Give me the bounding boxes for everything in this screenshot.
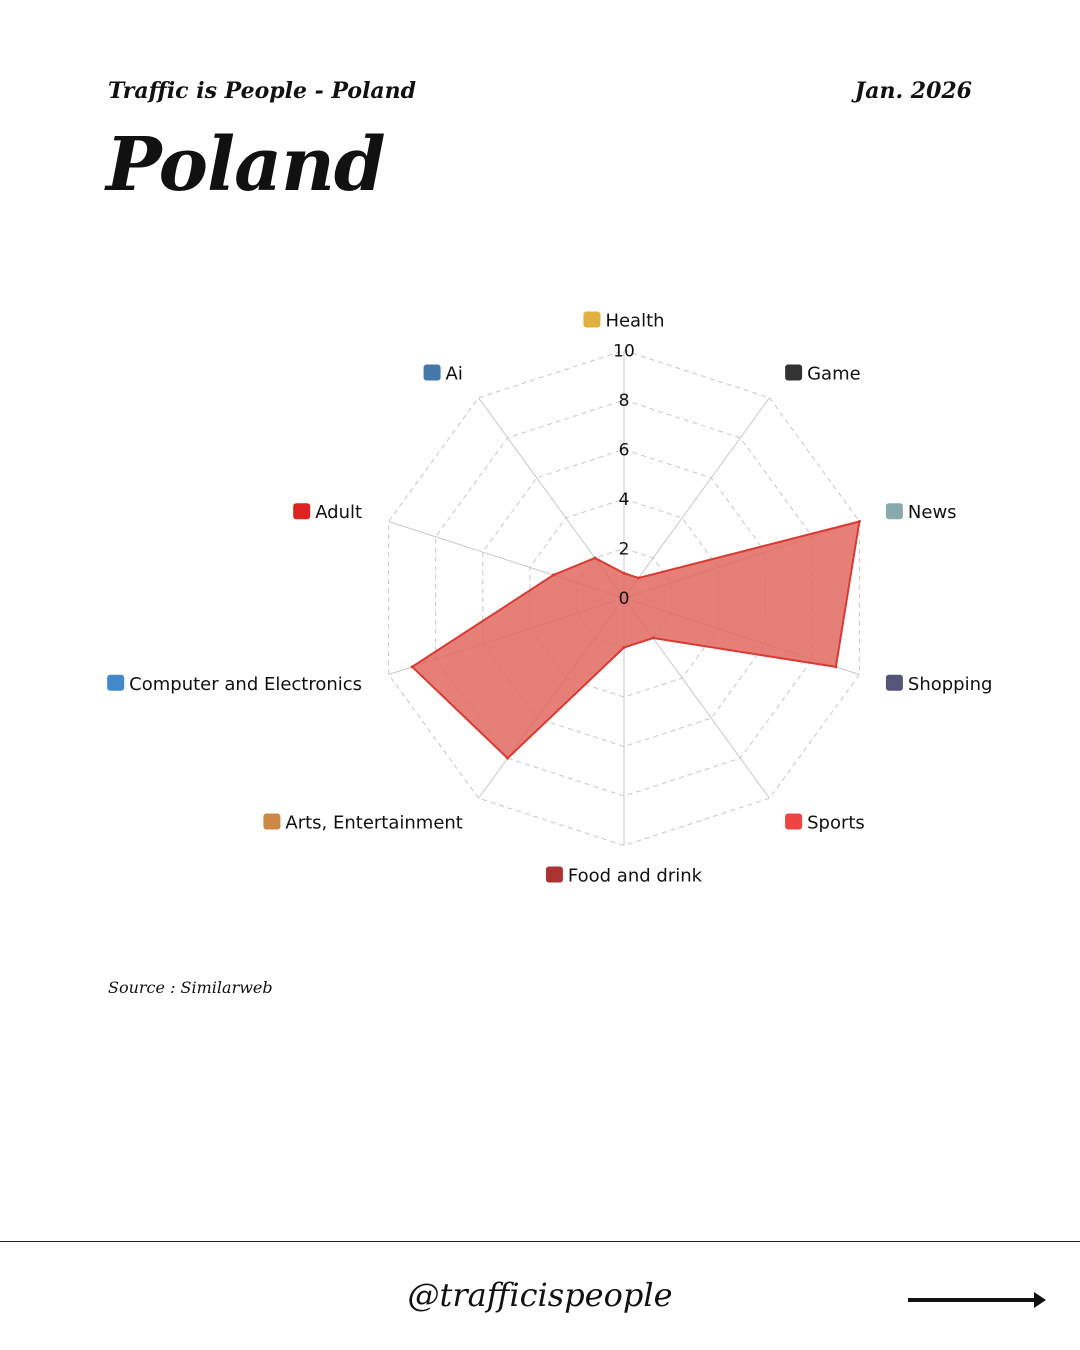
pill-icon (583, 311, 601, 328)
data-point (622, 571, 626, 575)
axis-label-newspaper: News (908, 502, 957, 523)
data-point (651, 636, 655, 640)
radar-chart: 0 2 4 6 8 10 Health Game News Shopping Sports Food … (107, 311, 993, 887)
data-area (410, 520, 861, 760)
axis-label-robot: Ai (446, 363, 463, 384)
r-tick-label: 0 (619, 589, 630, 609)
r-tick-label: 2 (619, 540, 630, 560)
subtitle: Traffic is People - Poland (108, 78, 417, 104)
r-tick-label: 8 (619, 391, 630, 411)
newspaper-icon (885, 503, 903, 520)
grid-ring (529, 498, 719, 698)
shopping-cart-icon (885, 674, 903, 691)
axis-label-no-under-18: Adult (315, 502, 362, 523)
axis-label-artist: Arts, Entertainment (285, 813, 462, 834)
data-point (410, 665, 414, 669)
bento-box-icon (545, 866, 563, 883)
axis-label-bento-box: Food and drink (568, 866, 703, 887)
gamepad-icon (785, 364, 803, 381)
robot-icon (423, 364, 441, 381)
laptop-icon (107, 674, 125, 691)
data-point (637, 576, 641, 580)
axis-label-pill: Health (605, 311, 664, 332)
r-tick-label: 10 (613, 342, 635, 362)
no-under-18-icon (293, 503, 311, 520)
data-point (857, 520, 861, 524)
grid-spoke (623, 397, 770, 599)
grid-ring (435, 399, 813, 797)
data-point (622, 646, 626, 649)
page-title: Poland (106, 122, 386, 208)
axis-label-laptop: Computer and Electronics (129, 674, 362, 695)
date: Jan. 2026 (854, 78, 972, 104)
social-handle: @trafficispeople (407, 1276, 673, 1314)
cyclist-female-icon (785, 813, 803, 830)
data-point (593, 556, 597, 560)
data-point (551, 573, 555, 577)
grid-ring (388, 349, 860, 847)
data-point (506, 756, 510, 760)
artist-icon (263, 813, 281, 830)
data-point (834, 665, 838, 669)
footer-divider (0, 1241, 1080, 1242)
source-note: Source : Similarweb (108, 978, 273, 997)
arrow-right-icon[interactable] (908, 1290, 1048, 1310)
axis-label-cyclist-female: Sports (807, 813, 865, 834)
r-tick-label: 6 (619, 441, 630, 461)
axis-label-gamepad: Game (807, 363, 861, 384)
axis-label-shopping-cart: Shopping (908, 674, 993, 695)
r-tick-label: 4 (619, 490, 630, 510)
